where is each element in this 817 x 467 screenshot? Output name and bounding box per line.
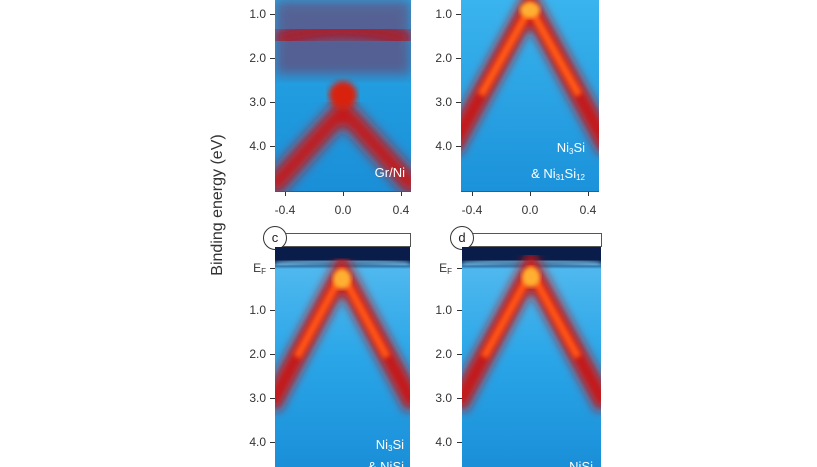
y-tick-label: 2.0 bbox=[435, 51, 452, 65]
panel-b-sample-label-line2: & Ni31Si12 bbox=[531, 166, 585, 182]
x-tick-label: 0.4 bbox=[392, 203, 410, 217]
y-tick-mark bbox=[270, 58, 275, 59]
y-tick-mark bbox=[270, 102, 275, 103]
y-tick-mark bbox=[270, 398, 275, 399]
panel-a-sample-label: Gr/Ni bbox=[374, 165, 405, 180]
y-tick-label: 4.0 bbox=[435, 435, 452, 449]
panel-d-title-bar bbox=[462, 233, 602, 247]
x-axis-line bbox=[275, 191, 411, 192]
panel-d-nisi: NiSi bbox=[462, 247, 601, 467]
panel-c-sample-label-line2: & NiSi bbox=[367, 459, 404, 467]
panel-b-sample-label-line1: Ni3Si bbox=[556, 140, 585, 156]
y-tick-mark bbox=[270, 310, 275, 311]
y-tick-mark bbox=[457, 398, 462, 399]
y-tick-mark bbox=[456, 14, 461, 15]
y-tick-label-fermi: EF bbox=[253, 261, 266, 276]
x-tick-label: -0.4 bbox=[461, 203, 483, 217]
y-tick-mark bbox=[456, 58, 461, 59]
panel-c-title-bar bbox=[275, 233, 411, 247]
y-tick-mark bbox=[456, 146, 461, 147]
x-axis-line bbox=[461, 191, 599, 192]
y-tick-label: 3.0 bbox=[435, 391, 452, 405]
x-tick-label: 0.0 bbox=[521, 203, 539, 217]
y-tick-label: 4.0 bbox=[249, 435, 266, 449]
x-tick-label: 0.4 bbox=[579, 203, 597, 217]
x-tick-mark bbox=[472, 192, 473, 196]
panel-c-ni3si-nisi: Ni3Si & NiSi bbox=[275, 247, 410, 467]
x-tick-mark bbox=[588, 192, 589, 196]
panel-c-sample-label-line1: Ni3Si bbox=[375, 437, 404, 453]
y-tick-mark bbox=[457, 354, 462, 355]
y-tick-label: 1.0 bbox=[435, 7, 452, 21]
x-tick-label: -0.4 bbox=[274, 203, 296, 217]
x-tick-mark bbox=[285, 192, 286, 196]
y-tick-mark bbox=[270, 14, 275, 15]
panel-d-sample-label: NiSi bbox=[569, 459, 593, 467]
y-tick-label: 1.0 bbox=[435, 303, 452, 317]
y-tick-mark bbox=[270, 268, 275, 269]
y-tick-label: 3.0 bbox=[435, 95, 452, 109]
y-tick-label: 2.0 bbox=[435, 347, 452, 361]
y-tick-mark bbox=[457, 310, 462, 311]
y-tick-label: 4.0 bbox=[249, 139, 266, 153]
x-tick-mark bbox=[401, 192, 402, 196]
y-tick-label: 3.0 bbox=[249, 391, 266, 405]
y-tick-mark bbox=[270, 146, 275, 147]
y-tick-mark bbox=[457, 268, 462, 269]
y-axis-label: Binding energy (eV) bbox=[209, 134, 226, 276]
panel-a-gr-ni: Gr/Ni bbox=[275, 0, 411, 191]
y-tick-label: 2.0 bbox=[249, 51, 266, 65]
y-tick-label: 4.0 bbox=[435, 139, 452, 153]
x-tick-label: 0.0 bbox=[334, 203, 352, 217]
y-tick-label-fermi: EF bbox=[439, 261, 452, 276]
y-tick-label: 1.0 bbox=[249, 7, 266, 21]
panel-b-ni3si-ni31si12: Ni3Si & Ni31Si12 bbox=[461, 0, 599, 191]
x-tick-mark bbox=[530, 192, 531, 196]
y-tick-mark bbox=[456, 102, 461, 103]
y-tick-mark bbox=[270, 354, 275, 355]
y-tick-mark bbox=[457, 442, 462, 443]
y-tick-label: 3.0 bbox=[249, 95, 266, 109]
x-tick-mark bbox=[343, 192, 344, 196]
y-tick-label: 1.0 bbox=[249, 303, 266, 317]
y-tick-label: 2.0 bbox=[249, 347, 266, 361]
y-tick-mark bbox=[270, 442, 275, 443]
